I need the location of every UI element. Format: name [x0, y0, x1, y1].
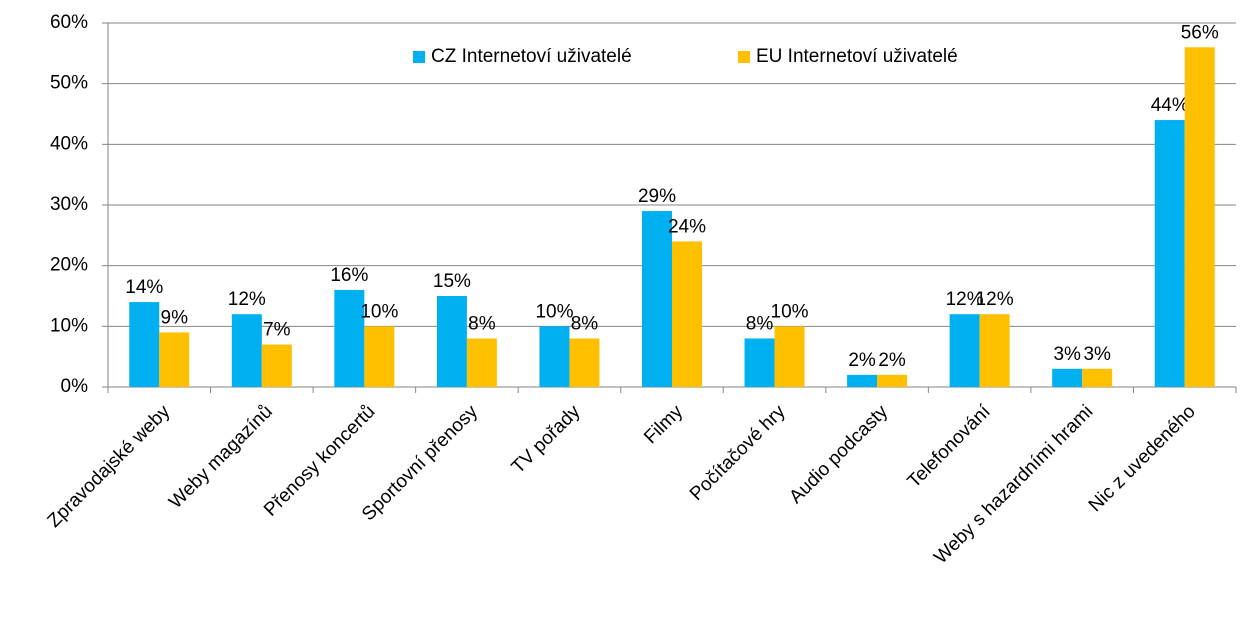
x-tick-label: Audio podcasty: [785, 401, 892, 508]
data-label: 3%: [1053, 344, 1081, 365]
bar: [979, 314, 1010, 387]
data-label: 10%: [535, 301, 573, 322]
x-tick-label: Zpravodajské weby: [44, 401, 175, 532]
bar: [466, 338, 497, 387]
x-tick-label: Weby magazínů: [165, 401, 277, 513]
data-label: 12%: [946, 289, 984, 310]
bar: [364, 326, 395, 387]
data-label: 2%: [878, 350, 906, 371]
data-label: 14%: [125, 277, 163, 298]
bar: [539, 326, 570, 387]
y-tick-label: 50%: [50, 73, 88, 94]
data-label: 56%: [1181, 22, 1219, 43]
data-label: 29%: [638, 186, 676, 207]
x-tick-label: Filmy: [640, 401, 687, 448]
y-tick-label: 40%: [50, 133, 88, 154]
bar: [744, 338, 775, 387]
data-label: 24%: [668, 216, 706, 237]
bar: [1052, 368, 1083, 387]
x-tick-label: Sportovní přenosy: [358, 401, 482, 525]
data-label: 12%: [976, 289, 1014, 310]
bar: [949, 314, 980, 387]
data-label: 15%: [433, 271, 471, 292]
legend-label: EU Internetoví uživatelé: [756, 46, 958, 67]
data-label: 10%: [771, 301, 809, 322]
data-label: 12%: [228, 289, 266, 310]
data-label: 44%: [1151, 95, 1189, 116]
y-tick-label: 0%: [61, 376, 89, 397]
data-label: 8%: [571, 313, 599, 334]
x-tick-label: Nic z uvedeného: [1085, 401, 1200, 516]
bar: [569, 338, 600, 387]
data-label: 8%: [746, 313, 774, 334]
bar: [1082, 368, 1113, 387]
bar: [672, 241, 702, 387]
legend-label: CZ Internetoví uživatelé: [431, 46, 632, 67]
y-tick-label: 10%: [50, 315, 88, 336]
y-tick-label: 20%: [50, 255, 88, 276]
bar: [1184, 47, 1215, 388]
bar: [129, 302, 160, 387]
data-label: 3%: [1083, 344, 1111, 365]
data-label: 8%: [468, 313, 496, 334]
data-label: 16%: [330, 265, 368, 286]
legend-swatch: [738, 51, 750, 63]
bar: [261, 344, 292, 387]
bar: [231, 314, 262, 387]
bar: [334, 289, 365, 387]
x-tick-label: Telefonování: [904, 401, 996, 493]
data-label: 9%: [161, 307, 189, 328]
bar: [642, 211, 672, 387]
data-label: 7%: [263, 320, 291, 341]
legend-swatch: [413, 51, 425, 63]
x-tick-label: TV pořady: [508, 401, 585, 478]
y-tick-label: 60%: [50, 12, 88, 33]
y-tick-label: 30%: [50, 194, 88, 215]
bar: [1154, 120, 1185, 388]
bar: [774, 326, 805, 387]
bar: [877, 374, 908, 387]
bar: [436, 296, 467, 387]
bar: [159, 332, 190, 387]
x-tick-label: Počítačové hry: [686, 401, 790, 505]
x-tick-label: Přenosy koncertů: [260, 401, 379, 520]
bar: [847, 374, 878, 387]
data-label: 2%: [848, 350, 876, 371]
data-label: 10%: [360, 301, 398, 322]
